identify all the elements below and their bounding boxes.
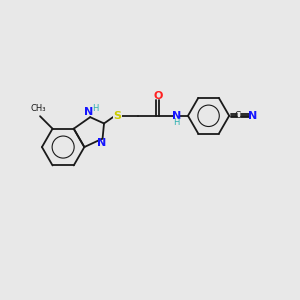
- Text: O: O: [154, 91, 163, 101]
- Text: N: N: [172, 111, 182, 121]
- Text: N: N: [84, 107, 94, 117]
- Text: S: S: [113, 111, 121, 121]
- Text: N: N: [248, 111, 257, 121]
- Text: N: N: [97, 138, 106, 148]
- Text: H: H: [173, 118, 179, 127]
- Text: H: H: [92, 104, 98, 113]
- Text: C: C: [234, 111, 241, 120]
- Text: CH₃: CH₃: [31, 104, 46, 113]
